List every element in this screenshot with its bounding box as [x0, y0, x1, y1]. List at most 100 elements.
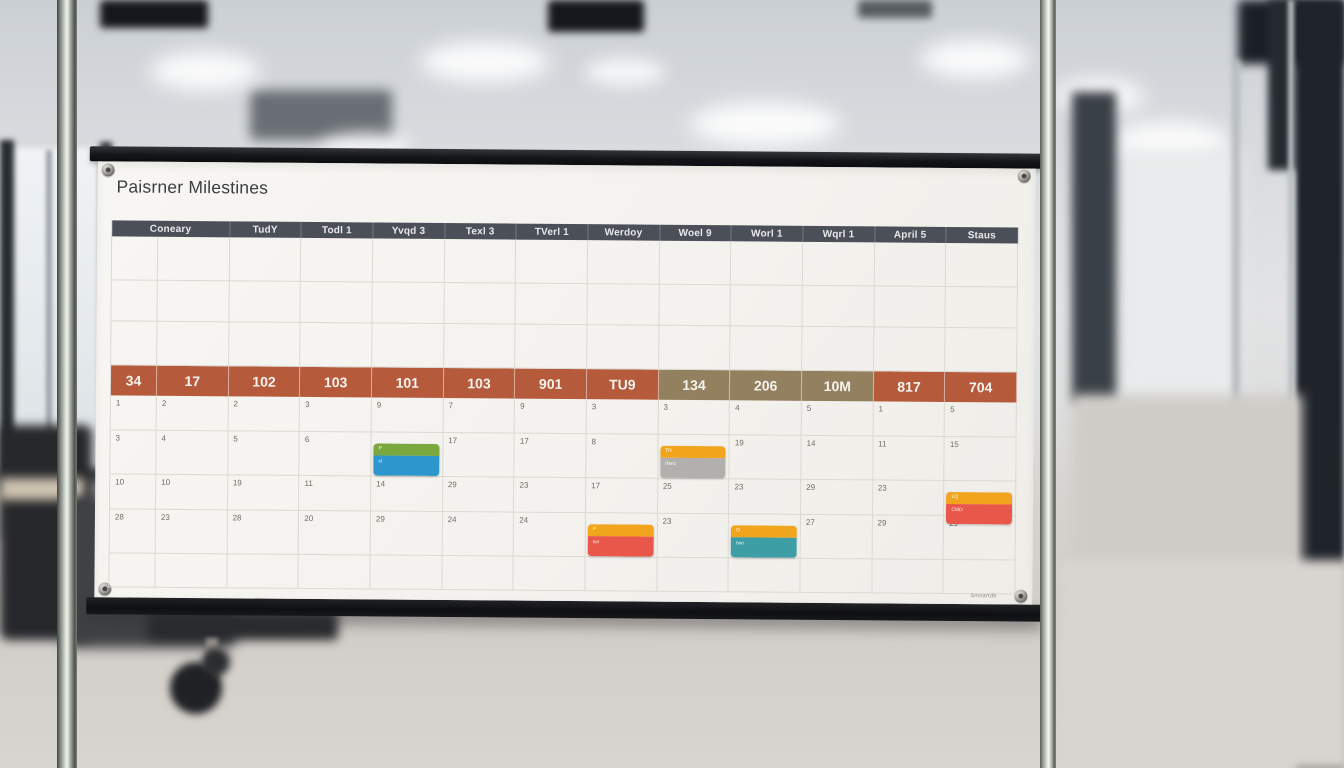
event-bottom-bar: twe	[730, 537, 797, 558]
event-bottom-bar: CMD	[946, 503, 1013, 525]
day-cell: 29	[442, 477, 515, 513]
empty-cell	[515, 283, 588, 326]
empty-cell	[111, 236, 159, 281]
day-cell: 3	[299, 396, 372, 433]
empty-cell	[658, 325, 731, 371]
day-cell: 1	[873, 401, 946, 437]
empty-cell	[802, 241, 875, 287]
day-cell: TN rfanc	[657, 434, 730, 480]
header-cell: Wqrl 1	[803, 225, 875, 243]
day-number: 17	[591, 481, 601, 491]
day-cell: 1	[110, 395, 157, 431]
header-cell: April 5	[874, 226, 947, 243]
empty-cell	[874, 242, 947, 287]
milestone-cell: 103	[300, 366, 373, 398]
empty-cell	[515, 324, 588, 370]
empty-cell	[372, 323, 445, 369]
day-number: 27	[805, 517, 815, 527]
glass-edge-highlight	[1288, 0, 1294, 768]
wall-edge	[1232, 60, 1240, 580]
day-cell: 14	[801, 435, 874, 481]
day-cell: 24	[513, 512, 586, 558]
day-number: 9	[376, 400, 382, 410]
milestone-cell: 34	[110, 365, 158, 396]
day-cell: 5	[227, 431, 300, 476]
header-cell: Staus	[946, 226, 1019, 244]
event-top-bar: P	[373, 443, 440, 457]
event-top-bar: P	[587, 524, 654, 537]
empty-cell	[800, 558, 873, 594]
empty-cell	[298, 554, 371, 590]
empty-cell	[109, 553, 156, 588]
empty-cell	[730, 326, 803, 371]
empty-cell	[370, 555, 443, 591]
milestone-cell: 103	[443, 368, 516, 399]
day-number: 9	[520, 401, 525, 411]
empty-cell	[157, 236, 230, 282]
day-number: 2	[233, 399, 238, 409]
milestone-cell: 206	[730, 370, 803, 401]
day-cell: 6	[299, 431, 372, 477]
day-cell: 23	[729, 479, 802, 515]
empty-cell	[111, 280, 158, 322]
header-cell: Todl 1	[301, 221, 374, 239]
day-cell: 17	[442, 433, 515, 478]
day-number: 24	[447, 515, 457, 525]
corner-screw-top-right	[1017, 169, 1031, 183]
day-number: 29	[877, 518, 887, 528]
day-number: 23	[734, 482, 744, 492]
empty-cell	[157, 321, 230, 367]
window-mullion	[46, 150, 52, 480]
day-number: 11	[878, 439, 887, 449]
empty-cell	[301, 237, 374, 283]
day-number: 10	[115, 477, 125, 487]
event-bottom-bar: rfanc	[659, 457, 726, 479]
empty-cell	[157, 280, 230, 323]
day-number: 5	[233, 434, 238, 444]
header-cell: Yvqd 3	[373, 222, 445, 240]
day-number: 3	[591, 402, 597, 412]
day-cell: 10	[155, 474, 228, 511]
day-number: 3	[115, 433, 121, 443]
board-title: Paisrner Milestines	[116, 176, 269, 198]
day-cell: 11	[872, 436, 945, 481]
day-number: 15	[949, 440, 959, 450]
ceiling-light	[690, 103, 840, 145]
day-cell: 4	[156, 430, 229, 476]
glass-pole-right	[1040, 0, 1056, 768]
day-cell: 2	[228, 396, 301, 432]
day-number: 29	[447, 480, 457, 490]
day-number: 29	[806, 482, 816, 492]
day-number: 3	[305, 399, 310, 409]
day-number: 29	[375, 514, 385, 524]
day-number: 19	[734, 438, 744, 448]
day-cell: 24	[442, 512, 515, 557]
empty-cell	[731, 241, 804, 286]
ceiling-light	[420, 42, 550, 82]
header-cell: Werdoy	[588, 224, 660, 241]
day-cell: 29	[872, 515, 945, 560]
day-number: 1	[878, 404, 883, 414]
milestone-cell: 17	[156, 365, 229, 397]
day-cell: 28	[109, 509, 156, 554]
empty-cell	[229, 281, 302, 323]
event-card: LQ CMD	[946, 491, 1013, 525]
day-number: 23	[519, 480, 529, 490]
day-number: 23	[160, 512, 170, 522]
event-card: TN rfanc	[659, 445, 726, 479]
day-cell: 8	[586, 434, 659, 479]
day-cell: 23	[872, 480, 945, 516]
empty-cell	[442, 556, 514, 591]
day-cell: 4	[729, 400, 802, 436]
empty-cell	[657, 557, 729, 593]
empty-cell	[728, 558, 801, 593]
empty-cell	[443, 324, 516, 369]
empty-cell	[229, 237, 302, 282]
day-cell: 19	[729, 435, 802, 480]
milestone-cell: TU9	[586, 369, 659, 400]
event-bottom-bar: twr	[587, 536, 654, 557]
